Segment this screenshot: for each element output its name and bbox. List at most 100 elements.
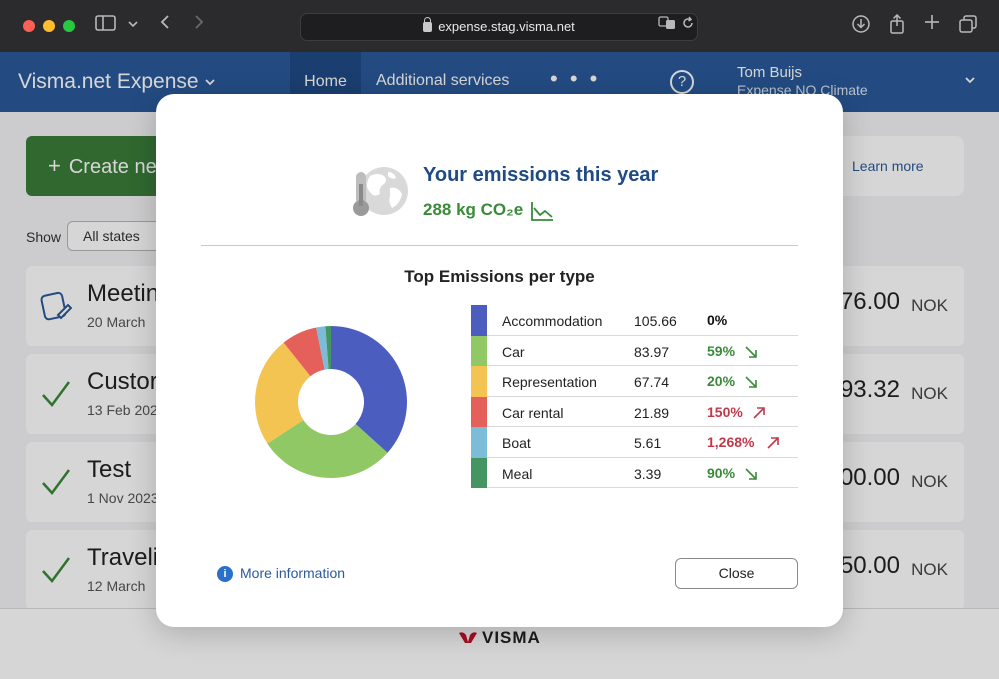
nav-additional-services[interactable]: Additional services (376, 72, 510, 89)
arrow-up-right-icon (753, 406, 765, 419)
legend-category: Accommodation (502, 313, 603, 329)
legend-swatch (471, 457, 487, 488)
legend-row: Boat 5.61 1,268% (471, 427, 798, 458)
chevron-down-icon[interactable] (204, 74, 216, 90)
legend-value: 3.39 (634, 465, 662, 482)
expense-title: Test (87, 456, 132, 483)
legend-row: Car 83.97 59% (471, 335, 798, 366)
expense-date: 1 Nov 2023 (87, 490, 159, 506)
forward-icon[interactable] (187, 14, 211, 38)
emissions-donut-chart (255, 326, 407, 478)
url-text: expense.stag.visma.net (438, 19, 575, 34)
chart-title: Top Emissions per type (404, 267, 595, 286)
learn-more-link[interactable]: Learn more (820, 136, 964, 196)
tab-overview-icon[interactable] (956, 14, 980, 38)
show-label: Show (26, 229, 62, 245)
legend-category: Car (502, 343, 525, 360)
expense-title: Custor (87, 368, 158, 395)
expense-date: 12 March (87, 578, 146, 594)
arrow-down-right-icon (745, 467, 757, 480)
legend-category: Representation (502, 374, 597, 390)
legend-change-percent: 20% (707, 373, 736, 389)
legend-value: 67.74 (634, 374, 670, 390)
expense-currency: NOK (911, 384, 948, 403)
new-tab-icon[interactable] (920, 14, 944, 38)
legend-change-percent: 0% (707, 312, 728, 328)
legend-change-percent: 90% (707, 464, 736, 481)
legend-value: 5.61 (634, 435, 662, 451)
app-title[interactable]: Visma.net Expense (18, 70, 199, 93)
donut-slice-car-rental (283, 327, 325, 377)
legend-value: 83.97 (634, 343, 670, 360)
create-new-label: Create ne (68, 156, 157, 178)
share-icon[interactable] (885, 13, 909, 38)
trend-chart-icon (531, 202, 553, 221)
legend-swatch (471, 305, 487, 336)
legend-row: Car rental 21.89 150% (471, 396, 798, 427)
check-icon (40, 466, 72, 498)
info-icon[interactable]: i (217, 566, 233, 582)
donut-slice-representation (255, 342, 311, 444)
donut-slice-accommodation (331, 326, 407, 453)
check-icon (40, 378, 72, 410)
legend-swatch (471, 335, 487, 366)
check-icon (40, 554, 72, 586)
chevron-down-icon[interactable] (964, 72, 976, 88)
legend-swatch (471, 427, 487, 458)
legend-row: Meal 3.39 90% (471, 457, 798, 488)
minimize-window-button[interactable] (43, 20, 55, 32)
legend-row: Representation 67.74 20% (471, 366, 798, 397)
sidebar-toggle-icon[interactable] (94, 14, 118, 38)
expense-currency: NOK (911, 560, 948, 579)
legend-change-percent: 59% (707, 342, 736, 359)
plus-icon: + (48, 153, 61, 178)
reload-icon[interactable] (676, 14, 700, 38)
visma-logo-text: VISMA (482, 628, 541, 647)
expense-title: Meetin (87, 280, 160, 307)
close-window-button[interactable] (23, 20, 35, 32)
legend-change-percent: 150% (707, 403, 743, 420)
emissions-legend-table: Accommodation 105.66 0% Car 83.97 59% Represen… (471, 305, 798, 488)
legend-value: 21.89 (634, 404, 670, 421)
legend-value: 105.66 (634, 313, 677, 329)
arrow-up-right-icon (767, 437, 779, 449)
more-information-link[interactable]: More information (240, 565, 346, 581)
expense-date: 13 Feb 2022 (87, 402, 166, 418)
visma-mark-icon (459, 632, 477, 643)
donut-slice-car (267, 420, 388, 478)
expense-currency: NOK (911, 296, 948, 315)
edit-document-icon (40, 290, 73, 322)
url-bar[interactable]: expense.stag.visma.net (300, 13, 698, 41)
visma-logo: VISMA (458, 628, 541, 648)
divider (201, 245, 798, 246)
browser-chrome: expense.stag.visma.net (0, 0, 999, 52)
donut-slice-boat (316, 326, 329, 370)
chevron-down-icon[interactable] (121, 14, 145, 38)
legend-row: Accommodation 105.66 0% (471, 305, 798, 336)
legend-swatch (471, 366, 487, 397)
arrow-down-right-icon (745, 345, 757, 358)
legend-change-percent: 1,268% (707, 434, 755, 450)
emissions-modal: Your emissions this year 288 kg CO₂e Top… (156, 94, 843, 627)
legend-category: Meal (502, 465, 533, 482)
modal-title: Your emissions this year (423, 164, 659, 186)
donut-slice-meal (325, 326, 331, 370)
arrow-down-right-icon (745, 376, 757, 388)
user-name[interactable]: Tom Buijs (737, 64, 803, 81)
back-icon[interactable] (153, 14, 177, 38)
expense-title: Traveli (87, 544, 159, 571)
zoom-window-button[interactable] (63, 20, 75, 32)
lock-icon (423, 17, 433, 32)
legend-category: Car rental (502, 404, 564, 421)
expense-date: 20 March (87, 314, 146, 330)
emissions-value: 288 kg CO₂e (423, 200, 524, 219)
legend-swatch (471, 396, 487, 427)
close-button[interactable]: Close (675, 558, 798, 589)
help-icon[interactable]: ? (670, 70, 694, 94)
translate-icon[interactable] (655, 14, 679, 38)
download-icon[interactable] (849, 14, 873, 38)
nav-more-icon[interactable]: • • • (550, 66, 601, 91)
expense-currency: NOK (911, 472, 948, 491)
legend-category: Boat (502, 435, 531, 451)
globe-thermometer-icon (353, 167, 408, 216)
